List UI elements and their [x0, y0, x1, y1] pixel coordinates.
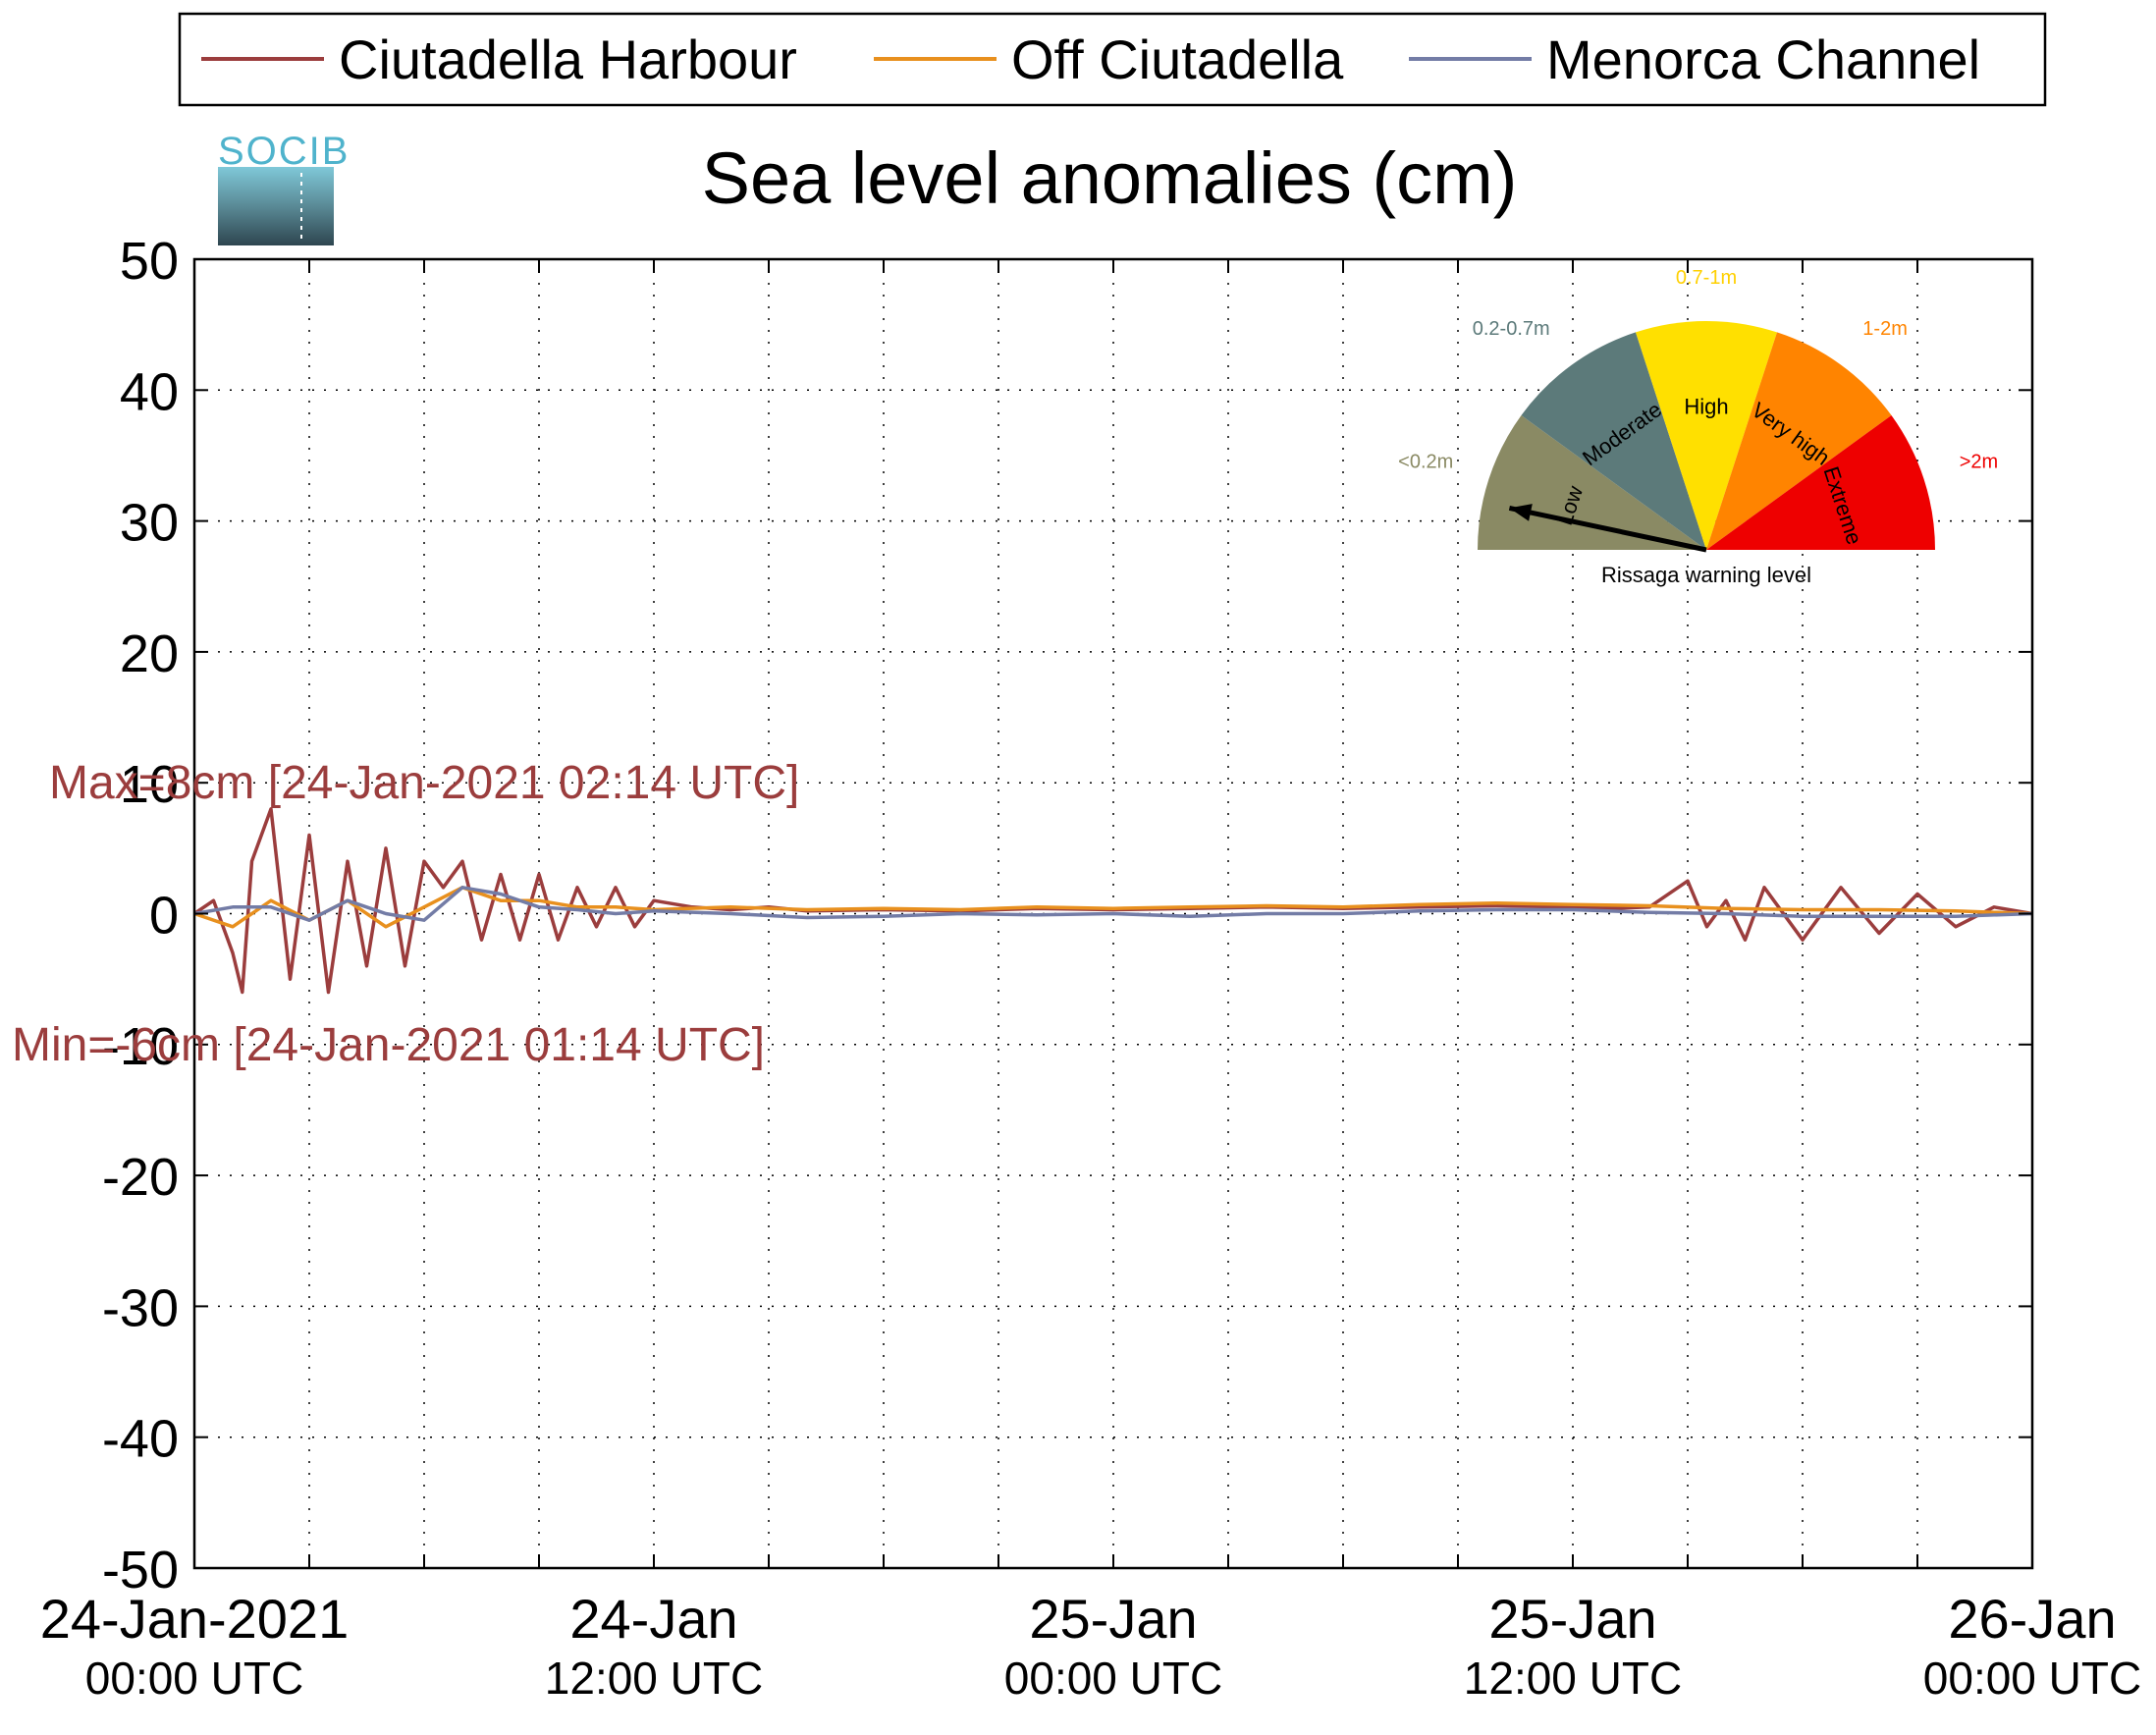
chart-title: Sea level anomalies (cm) [702, 137, 1518, 219]
y-tick-label: -40 [102, 1410, 179, 1469]
legend-label-menorca-channel: Menorca Channel [1546, 28, 1980, 90]
gauge-needle-arrowhead [1509, 504, 1533, 521]
x-tick-label-date: 24-Jan [569, 1588, 737, 1650]
gauge-range-extreme: >2m [1960, 451, 1998, 472]
x-tick-label-date: 26-Jan [1948, 1588, 2116, 1650]
gauge-range-high: 0.7-1m [1676, 267, 1737, 289]
x-tick-label-date: 25-Jan [1029, 1588, 1197, 1650]
gauge-range-very-high: 1-2m [1862, 318, 1908, 340]
legend-label-off-ciutadella: Off Ciutadella [1011, 28, 1344, 90]
y-tick-label: 0 [149, 887, 179, 946]
legend: Ciutadella Harbour Off Ciutadella Menorc… [178, 12, 2047, 107]
x-tick-label-time: 12:00 UTC [1464, 1653, 1682, 1704]
x-tick-label-date: 25-Jan [1488, 1588, 1656, 1650]
gauge-needle [1508, 505, 1707, 553]
axis-ticks [193, 258, 2033, 1569]
x-tick-label-time: 12:00 UTC [545, 1653, 763, 1704]
y-tick-label: 20 [120, 624, 179, 683]
y-tick-label: 30 [120, 494, 179, 553]
series-line-off-ciutadella [193, 886, 2033, 929]
y-axis-tick-labels: 50 40 30 20 10 0 -10 -20 -30 -40 -50 [102, 232, 179, 1599]
x-tick-label-time: 00:00 UTC [1923, 1653, 2141, 1704]
gauge-segment-very-high [1706, 332, 1892, 550]
x-tick-label-time: 00:00 UTC [1004, 1653, 1222, 1704]
y-tick-label: -50 [102, 1541, 179, 1599]
y-tick-label: -30 [102, 1278, 179, 1337]
min-annotation: Min=-6cm [24-Jan-2021 01:14 UTC] [12, 1019, 765, 1071]
gauge-caption: Rissaga warning level [1601, 563, 1811, 587]
gauge-segment-extreme [1706, 415, 1935, 550]
gauge-range-moderate: 0.2-0.7m [1473, 318, 1550, 340]
gauge-segment-high [1636, 320, 1777, 550]
gauge-segment-moderate [1521, 332, 1706, 550]
max-annotation: Max=8cm [24-Jan-2021 02:14 UTC] [49, 757, 799, 809]
y-tick-label: -10 [102, 1017, 179, 1076]
y-tick-label: 50 [120, 232, 179, 291]
gauge-segment-low [1478, 415, 1706, 550]
annotations: Max=8cm [24-Jan-2021 02:14 UTC] Min=-6cm … [12, 757, 799, 1071]
series-lines [193, 807, 2033, 995]
gauge-range-low: <0.2m [1398, 451, 1453, 472]
legend-label-ciutadella-harbour: Ciutadella Harbour [339, 28, 797, 90]
socib-logo: SOCIB [218, 130, 350, 245]
y-tick-label: 10 [120, 755, 179, 814]
y-tick-label: -20 [102, 1148, 179, 1207]
x-tick-label-time: 00:00 UTC [85, 1653, 303, 1704]
y-tick-label: 40 [120, 362, 179, 421]
socib-logo-text: SOCIB [218, 130, 350, 173]
gauge-label-high: High [1684, 394, 1728, 418]
x-tick-label-date: 24-Jan-2021 [40, 1588, 349, 1650]
series-line-menorca-channel [193, 886, 2033, 922]
